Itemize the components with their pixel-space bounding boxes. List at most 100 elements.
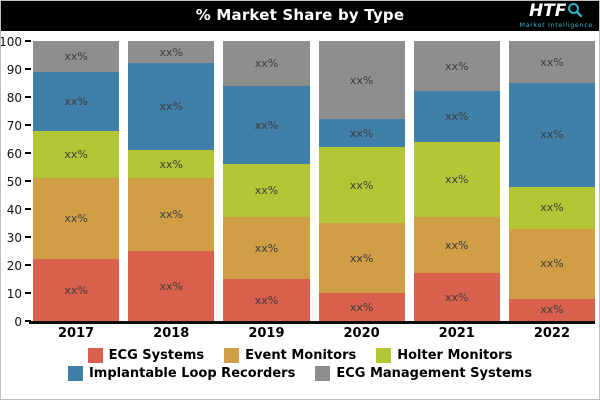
bar-segment: xx% bbox=[413, 91, 500, 142]
segment-label: xx% bbox=[445, 238, 469, 252]
segment-label: xx% bbox=[349, 126, 374, 140]
bar-segment: xx% bbox=[318, 293, 405, 321]
y-tick-label: 100 bbox=[0, 35, 22, 49]
plot-area: xx% xx% xx% xx% xx% 2017 xx% xx% xx% xx% xx% 2018 xx… bbox=[33, 41, 596, 341]
legend-row: ECG Systems Event Monitors Holter Monitors bbox=[87, 348, 512, 363]
y-tick-label: 10 bbox=[6, 287, 22, 301]
y-tick bbox=[25, 180, 31, 182]
stacked-bar: xx% xx% xx% xx% xx% bbox=[413, 41, 500, 321]
segment-label: xx% bbox=[349, 73, 374, 87]
segment-label: xx% bbox=[159, 157, 183, 171]
y-tick bbox=[25, 292, 31, 294]
segment-label: xx% bbox=[159, 45, 183, 59]
segment-label: xx% bbox=[540, 201, 564, 215]
segment-label: xx% bbox=[349, 178, 374, 192]
y-axis: 0 10 20 30 40 50 60 70 80 90 100 bbox=[1, 35, 33, 329]
segment-label: xx% bbox=[64, 212, 88, 226]
bar-segment: xx% bbox=[223, 85, 310, 165]
bar-segment: xx% bbox=[413, 217, 500, 274]
bar-segment: xx% bbox=[318, 223, 405, 293]
x-axis-label: 2020 bbox=[343, 326, 380, 341]
segment-label: xx% bbox=[254, 184, 279, 198]
bar-segment: xx% bbox=[128, 178, 215, 251]
bar-column: xx% xx% xx% xx% xx% 2020 bbox=[318, 41, 405, 341]
y-tick bbox=[25, 264, 31, 266]
bar-segment: xx% bbox=[128, 251, 215, 321]
y-tick-label: 80 bbox=[6, 91, 22, 105]
y-tick-label: 20 bbox=[6, 259, 22, 273]
legend-swatch bbox=[315, 366, 331, 381]
bar-segment: xx% bbox=[128, 150, 215, 179]
y-tick bbox=[25, 320, 31, 322]
logo-top: HTF bbox=[529, 2, 583, 21]
bar-segment: xx% bbox=[413, 41, 500, 92]
bar-segment: xx% bbox=[223, 164, 310, 218]
stacked-bar: xx% xx% xx% xx% xx% bbox=[318, 41, 405, 321]
legend-label: Holter Monitors bbox=[397, 348, 513, 363]
y-tick-label: 30 bbox=[6, 231, 22, 245]
x-axis-label: 2018 bbox=[153, 326, 190, 341]
y-tick bbox=[25, 68, 31, 70]
segment-label: xx% bbox=[540, 257, 564, 271]
segment-label: xx% bbox=[254, 293, 279, 307]
bar-segment: xx% bbox=[508, 228, 596, 299]
segment-label: xx% bbox=[540, 303, 564, 317]
y-tick bbox=[25, 96, 31, 98]
legend-item: Event Monitors bbox=[224, 348, 356, 363]
legend-item: ECG Management Systems bbox=[315, 366, 532, 381]
htf-logo: HTF Market Intelligence bbox=[519, 2, 593, 29]
stacked-bar: xx% xx% xx% xx% xx% bbox=[223, 41, 310, 321]
bar-segment: xx% bbox=[508, 83, 596, 187]
y-tick bbox=[25, 208, 31, 210]
bar-column: xx% xx% xx% xx% xx% 2017 bbox=[33, 41, 120, 341]
segment-label: xx% bbox=[254, 118, 279, 132]
y-tick bbox=[25, 236, 31, 238]
segment-label: xx% bbox=[159, 100, 183, 114]
bar-segment: xx% bbox=[223, 217, 310, 279]
y-tick-label: 50 bbox=[6, 175, 22, 189]
legend-label: Implantable Loop Recorders bbox=[88, 366, 296, 381]
bar-segment: xx% bbox=[223, 41, 310, 86]
segment-label: xx% bbox=[64, 147, 88, 161]
y-tick bbox=[25, 124, 31, 126]
bar-column: xx% xx% xx% xx% xx% 2022 bbox=[508, 41, 596, 341]
legend-item: Holter Monitors bbox=[376, 348, 512, 363]
y-tick-label: 70 bbox=[6, 119, 22, 133]
segment-label: xx% bbox=[64, 49, 88, 63]
chart-title: % Market Share by Type bbox=[195, 6, 405, 24]
bar-segment: xx% bbox=[33, 259, 120, 321]
legend-label: ECG Management Systems bbox=[336, 366, 533, 381]
y-tick-label: 40 bbox=[6, 203, 22, 217]
bar-column: xx% xx% xx% xx% xx% 2021 bbox=[413, 41, 500, 341]
legend: ECG Systems Event Monitors Holter Monitors… bbox=[1, 348, 599, 381]
legend-swatch bbox=[376, 348, 392, 363]
bar-segment: xx% bbox=[508, 186, 596, 229]
x-axis-label: 2017 bbox=[57, 326, 95, 341]
legend-swatch bbox=[224, 348, 240, 363]
x-axis-label: 2022 bbox=[533, 326, 571, 341]
bar-segment: xx% bbox=[318, 147, 405, 223]
segment-label: xx% bbox=[64, 283, 88, 297]
segment-label: xx% bbox=[445, 290, 469, 304]
magnifier-icon bbox=[567, 2, 583, 21]
bar-segment: xx% bbox=[413, 273, 500, 321]
segment-label: xx% bbox=[540, 55, 564, 69]
legend-label: ECG Systems bbox=[108, 348, 205, 363]
y-tick-label: 0 bbox=[14, 315, 22, 329]
legend-item: ECG Systems bbox=[87, 348, 205, 363]
bar-segment: xx% bbox=[318, 41, 405, 120]
segment-label: xx% bbox=[159, 279, 183, 293]
logo-text: HTF bbox=[528, 1, 567, 21]
bar-segment: xx% bbox=[33, 71, 120, 131]
y-tick-label: 60 bbox=[6, 147, 22, 161]
x-axis-line bbox=[29, 321, 595, 324]
x-axis-label: 2021 bbox=[438, 326, 475, 341]
bar-segment: xx% bbox=[128, 63, 215, 151]
segment-label: xx% bbox=[349, 251, 374, 265]
legend-row: Implantable Loop Recorders ECG Management… bbox=[67, 366, 532, 381]
bar-segment: xx% bbox=[508, 298, 596, 321]
bar-column: xx% xx% xx% xx% xx% 2018 bbox=[128, 41, 215, 341]
y-tick bbox=[25, 40, 31, 42]
bar-segment: xx% bbox=[318, 119, 405, 148]
